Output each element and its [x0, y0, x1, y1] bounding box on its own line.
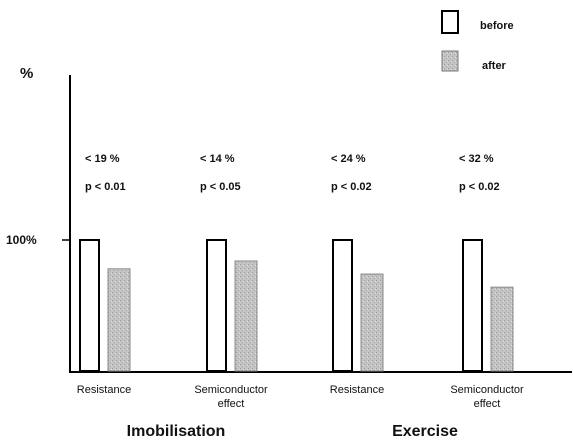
bar-after: [234, 260, 258, 372]
legend-before-label: before: [480, 20, 514, 32]
legend-after-swatch: [441, 50, 459, 72]
p-value-annotation: p < 0.02: [331, 181, 372, 193]
category-label: Resistance: [330, 384, 384, 396]
bar-before: [332, 239, 353, 372]
p-value-annotation: p < 0.01: [85, 181, 126, 193]
legend-before-swatch: [441, 10, 459, 34]
bar-after: [360, 273, 384, 372]
legend-after-label: after: [482, 60, 507, 72]
bars: [79, 239, 514, 372]
change-annotation: < 14 %: [200, 153, 235, 165]
legend: before after: [441, 10, 514, 72]
change-annotation: < 19 %: [85, 153, 120, 165]
group-label: Exercise: [392, 423, 458, 440]
bar-before: [206, 239, 227, 372]
category-label: Semiconductor: [194, 384, 268, 396]
bar-before: [462, 239, 483, 372]
bar-after: [490, 286, 514, 372]
group-label: Imobilisation: [127, 423, 226, 440]
category-label: effect: [218, 398, 245, 410]
change-annotation: < 24 %: [331, 153, 366, 165]
p-value-annotation: p < 0.05: [200, 181, 241, 193]
change-annotation: < 32 %: [459, 153, 494, 165]
labels: < 19 % p < 0.01 Resistance < 14 % p < 0.05 Se…: [77, 153, 524, 440]
category-label: effect: [474, 398, 501, 410]
reference-tick-label: 100%: [6, 233, 37, 247]
y-axis-label: %: [20, 65, 33, 82]
p-value-annotation: p < 0.02: [459, 181, 500, 193]
category-label: Resistance: [77, 384, 131, 396]
bar-before: [79, 239, 100, 372]
bar-after: [107, 268, 131, 372]
category-label: Semiconductor: [450, 384, 524, 396]
